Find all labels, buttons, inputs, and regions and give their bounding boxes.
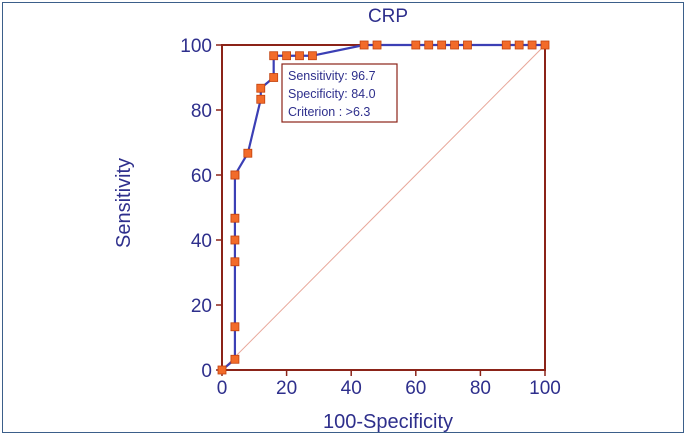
roc-point-marker bbox=[217, 365, 227, 375]
y-axis-label: Sensitivity bbox=[113, 158, 135, 248]
x-axis-label: 100-Specificity bbox=[323, 411, 453, 433]
roc-point-marker bbox=[230, 235, 240, 245]
roc-point-marker bbox=[450, 40, 459, 50]
x-tick-label: 20 bbox=[276, 378, 297, 399]
roc-point-marker bbox=[269, 51, 279, 61]
x-tick-label: 80 bbox=[470, 378, 491, 399]
roc-point-marker bbox=[230, 257, 240, 267]
roc-point-marker bbox=[282, 51, 292, 61]
roc-point-marker bbox=[269, 73, 279, 82]
roc-point-marker bbox=[230, 213, 240, 223]
annotation-sensitivity: Sensitivity: 96.7 bbox=[288, 69, 376, 83]
plot-area: 0 20 40 60 80 100 0 20 40 60 80 100 bbox=[180, 36, 561, 399]
roc-point-marker bbox=[411, 40, 421, 50]
y-tick-label: 0 bbox=[201, 361, 212, 382]
criterion-annotation: Sensitivity: 96.7 Specificity: 84.0 Crit… bbox=[281, 63, 398, 123]
roc-point-marker bbox=[308, 51, 317, 61]
roc-point-marker bbox=[359, 40, 369, 50]
roc-point-marker bbox=[295, 51, 304, 61]
reference-diagonal bbox=[221, 44, 546, 371]
y-tick-label: 40 bbox=[191, 231, 212, 252]
annotation-criterion: Criterion : >6.3 bbox=[288, 105, 370, 119]
x-tick-label: 40 bbox=[341, 378, 362, 399]
roc-point-marker bbox=[527, 40, 537, 50]
y-tick-label: 60 bbox=[191, 166, 212, 187]
roc-point-marker bbox=[501, 40, 511, 50]
roc-point-marker bbox=[256, 94, 266, 104]
x-tick-label: 0 bbox=[217, 378, 228, 399]
roc-point-marker bbox=[230, 322, 240, 332]
roc-point-marker bbox=[230, 354, 240, 364]
chart-title: CRP bbox=[368, 6, 408, 27]
y-tick-label: 100 bbox=[180, 36, 212, 57]
figure-frame bbox=[2, 2, 684, 433]
y-tick-label: 20 bbox=[191, 296, 212, 317]
roc-point-marker bbox=[437, 40, 447, 50]
roc-point-marker bbox=[514, 40, 524, 50]
roc-point-marker bbox=[372, 40, 382, 50]
roc-point-marker bbox=[230, 170, 240, 180]
roc-point-marker bbox=[256, 83, 266, 93]
y-tick-label: 80 bbox=[191, 101, 212, 122]
x-tick-label: 100 bbox=[529, 378, 561, 399]
roc-point-marker bbox=[243, 148, 253, 158]
roc-point-marker bbox=[424, 40, 434, 50]
annotation-specificity: Specificity: 84.0 bbox=[288, 87, 376, 101]
x-tick-label: 60 bbox=[405, 378, 426, 399]
roc-point-marker bbox=[540, 40, 550, 50]
roc-point-marker bbox=[463, 40, 472, 50]
annotation-box bbox=[281, 63, 398, 123]
